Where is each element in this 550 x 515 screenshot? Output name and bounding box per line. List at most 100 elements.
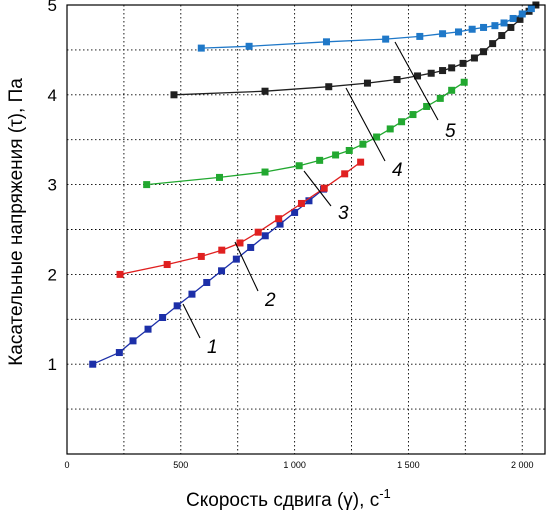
curve-5-leader	[394, 41, 439, 121]
x-tick-label: 2 000	[511, 460, 534, 470]
series-1-point	[89, 360, 97, 368]
y-tick-label: 5	[48, 0, 57, 15]
y-tick-label: 1	[48, 355, 57, 374]
series-3-point	[373, 133, 381, 141]
series-4	[170, 1, 540, 99]
curve-4-leader	[345, 87, 386, 162]
series-4-point	[480, 48, 488, 56]
series-5-point	[197, 44, 205, 52]
series-1-point	[173, 302, 181, 310]
series-2-point	[297, 199, 305, 207]
series-4-point	[507, 23, 515, 31]
series-2-point	[197, 252, 205, 260]
series-3-point	[398, 118, 406, 126]
series-3	[143, 78, 468, 189]
series-1-point	[144, 325, 152, 333]
series-4-point	[363, 79, 371, 87]
x-tick-labels: 0 500 1 000 1 500 2 000	[64, 460, 533, 470]
series-4-point	[261, 87, 269, 95]
curve-label-3: 3	[338, 203, 349, 224]
series-3-line	[146, 81, 465, 186]
series-3-point	[295, 162, 303, 170]
series-5-point	[500, 19, 508, 27]
series-2-point	[357, 158, 365, 166]
series-3-point	[143, 181, 151, 189]
x-axis-title-text: Скорость сдвига (γ), с	[186, 490, 379, 511]
y-tick-labels: 1 2 3 4 5	[48, 0, 57, 374]
curve-labels: 1 2 3 4 5	[207, 121, 456, 358]
series-5	[197, 5, 535, 52]
series-1-point	[247, 243, 255, 251]
x-tick-label: 0	[64, 460, 69, 470]
series-5-point	[245, 42, 253, 50]
series-3-point	[448, 86, 456, 94]
series-3-point	[409, 111, 417, 119]
curve-label-1: 1	[207, 337, 218, 358]
series-3-point	[216, 173, 224, 181]
series-4-point	[325, 83, 333, 91]
series-3-point	[316, 156, 324, 164]
y-axis-title: Касательные напряжения (τ), Па	[6, 78, 27, 366]
curve-1-leader	[182, 303, 201, 339]
series-2	[116, 158, 365, 278]
series-2-point	[341, 170, 349, 178]
series-1-point	[291, 208, 299, 216]
series-1-point	[261, 232, 269, 240]
curve-label-2: 2	[264, 290, 276, 311]
x-axis-title: Скорость сдвига (γ), с-1	[186, 486, 391, 511]
series-4-point	[448, 64, 456, 72]
series-1-point	[203, 278, 211, 286]
y-tick-label: 2	[48, 265, 57, 284]
series-3-point	[359, 140, 367, 148]
series-5-point	[439, 30, 447, 38]
series-1-point	[232, 255, 240, 263]
y-tick-label: 4	[48, 86, 57, 105]
series-2-point	[218, 246, 226, 254]
series-1-line	[92, 188, 324, 365]
series-2-line	[119, 161, 361, 276]
series-4-point	[427, 69, 435, 77]
series-4-point	[439, 67, 447, 75]
y-tick-label: 3	[48, 176, 57, 195]
series-layer	[89, 1, 540, 368]
series-1-point	[129, 337, 137, 345]
series-5-point	[416, 32, 424, 40]
curve-label-4: 4	[392, 160, 403, 181]
x-tick-label: 1 000	[283, 460, 306, 470]
series-2-point	[254, 228, 262, 236]
curve-2-leader	[234, 241, 259, 292]
series-5-point	[322, 38, 330, 46]
series-5-point	[468, 25, 476, 33]
x-axis-title-exponent: -1	[379, 486, 391, 501]
series-3-point	[261, 168, 269, 176]
series-2-point	[116, 270, 124, 278]
label-leaders	[182, 41, 439, 339]
series-2-point	[163, 261, 171, 269]
series-5-point	[382, 35, 390, 43]
series-3-point	[332, 151, 340, 159]
series-1-point	[159, 314, 167, 322]
curve-3-leader	[303, 170, 332, 207]
x-tick-label: 1 500	[397, 460, 420, 470]
series-4-point	[489, 40, 497, 48]
series-5-point	[455, 28, 463, 36]
plot-frame	[66, 4, 546, 455]
series-2-point	[275, 215, 283, 223]
series-4-point	[498, 32, 506, 40]
series-4-point	[470, 54, 478, 62]
series-4-point	[516, 15, 524, 23]
series-3-point	[345, 146, 353, 154]
series-2-point	[320, 184, 328, 192]
series-4-point	[393, 76, 401, 84]
series-3-point	[460, 78, 468, 86]
series-2-point	[236, 239, 244, 247]
series-5-point	[518, 10, 526, 18]
series-3-point	[423, 102, 431, 110]
series-4-point	[414, 72, 422, 80]
series-5-point	[527, 5, 535, 13]
series-3-point	[386, 125, 394, 133]
series-1-point	[115, 349, 123, 357]
curve-label-5: 5	[445, 121, 456, 142]
series-1-point	[276, 220, 284, 228]
